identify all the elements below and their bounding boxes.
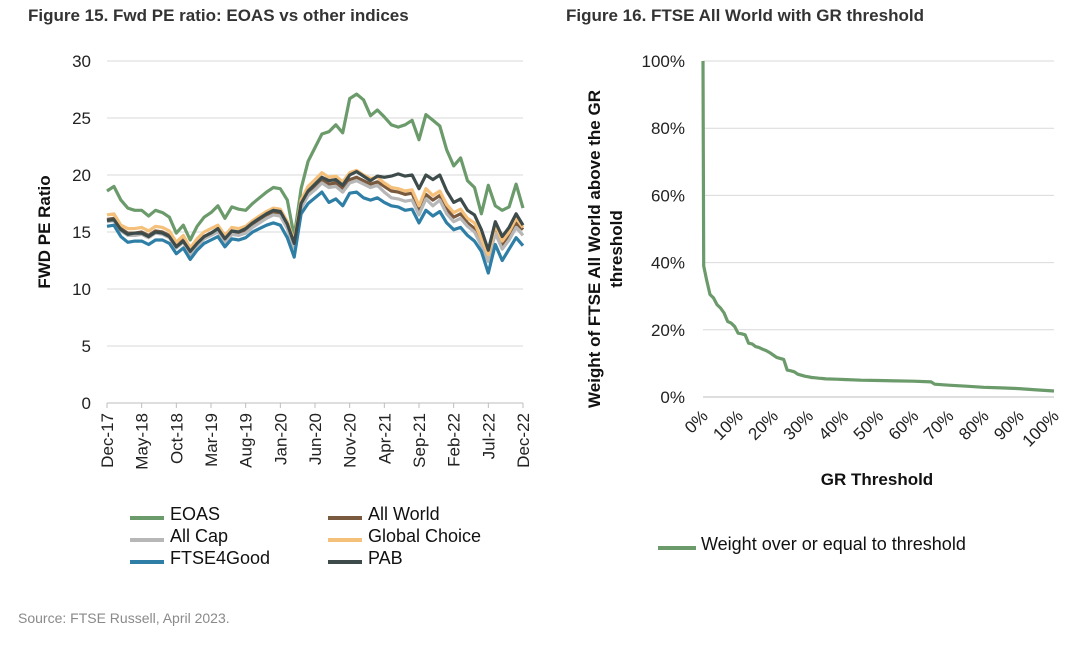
x-tick-label: 10%: [709, 406, 746, 443]
x-tick-label: Jan-20: [271, 413, 290, 465]
y-tick-label: 30: [72, 52, 91, 71]
x-tick-label: 20%: [745, 406, 782, 443]
x-tick-label: 0%: [681, 406, 712, 437]
y-tick-label: 5: [82, 337, 91, 356]
y-tick-label: 60%: [651, 186, 685, 205]
legend-swatch: [130, 538, 164, 542]
legend-swatch: [328, 538, 362, 542]
x-tick-label: 100%: [1019, 406, 1063, 450]
x-tick-label: 50%: [850, 406, 887, 443]
legend-label: FTSE4Good: [170, 548, 271, 568]
x-tick-label: Sep-21: [410, 413, 429, 468]
x-tick-label: May-18: [133, 413, 152, 470]
legend-label: Global Choice: [368, 526, 482, 546]
y-tick-label: 0: [82, 394, 91, 413]
legend-swatch: [658, 546, 696, 550]
legend-swatch: [130, 560, 164, 564]
y-tick-label: 25: [72, 109, 91, 128]
x-tick-label: Feb-22: [445, 413, 464, 467]
x-tick-label: Apr-21: [375, 413, 394, 464]
series-line-global-choice: [106, 168, 525, 257]
fwd-pe-chart: 0 5 10 15 20 25 30 Dec-17 May-18 Oct-18 Mar-19 Aug-…: [35, 52, 533, 470]
series-line-ftse4good: [106, 190, 525, 275]
y-tick-label: 20%: [651, 321, 685, 340]
series-line-pab: [106, 170, 525, 253]
figure-16-title: Figure 16. FTSE All World with GR thresh…: [566, 6, 924, 25]
x-tick-label: Dec-17: [98, 413, 117, 468]
x-tick-label: 70%: [920, 406, 957, 443]
y-axis-label-line2: threshold: [607, 210, 626, 287]
legend-label: EOAS: [170, 504, 221, 524]
y-tick-label: 15: [72, 223, 91, 242]
x-axis-label: GR Threshold: [821, 470, 933, 489]
x-tick-label: Jun-20: [306, 413, 325, 465]
x-tick-label: Nov-20: [341, 413, 360, 468]
y-tick-label: 20: [72, 166, 91, 185]
legend-swatch: [328, 516, 362, 520]
series-line-eoas: [106, 92, 525, 242]
legend-label: Weight over or equal to threshold: [701, 534, 966, 554]
x-tick-label: 40%: [815, 406, 852, 443]
x-tick-label: Jul-22: [479, 413, 498, 459]
x-tick-label: 80%: [955, 406, 992, 443]
legend-label: All World: [368, 504, 440, 524]
series-line-weight: [701, 60, 1055, 393]
y-tick-label: 80%: [651, 119, 685, 138]
y-axis-label-line1: Weight of FTSE All World above the GR: [585, 90, 604, 408]
y-tick-label: 40%: [651, 254, 685, 273]
y-tick-label: 100%: [642, 52, 685, 71]
y-tick-label: 0%: [660, 388, 685, 407]
legend-swatch: [328, 560, 362, 564]
legend-label: PAB: [368, 548, 403, 568]
x-tick-label: Aug-19: [237, 413, 256, 468]
x-tick-label: 60%: [885, 406, 922, 443]
legend-label: All Cap: [170, 526, 229, 546]
x-tick-label: Oct-18: [167, 413, 186, 464]
x-tick-label: Mar-19: [202, 413, 221, 467]
y-tick-label: 10: [72, 280, 91, 299]
y-axis-label: FWD PE Ratio: [35, 175, 54, 288]
figure-15-title: Figure 15. Fwd PE ratio: EOAS vs other i…: [28, 6, 409, 25]
gr-threshold-chart: 0%20%40%60%80%100%0%10%20%30%40%50%60%70…: [585, 52, 1063, 489]
legend-swatch: [130, 516, 164, 520]
x-tick-label: 30%: [780, 406, 817, 443]
source-note: Source: FTSE Russell, April 2023.: [18, 610, 230, 626]
x-tick-label: Dec-22: [514, 413, 533, 468]
